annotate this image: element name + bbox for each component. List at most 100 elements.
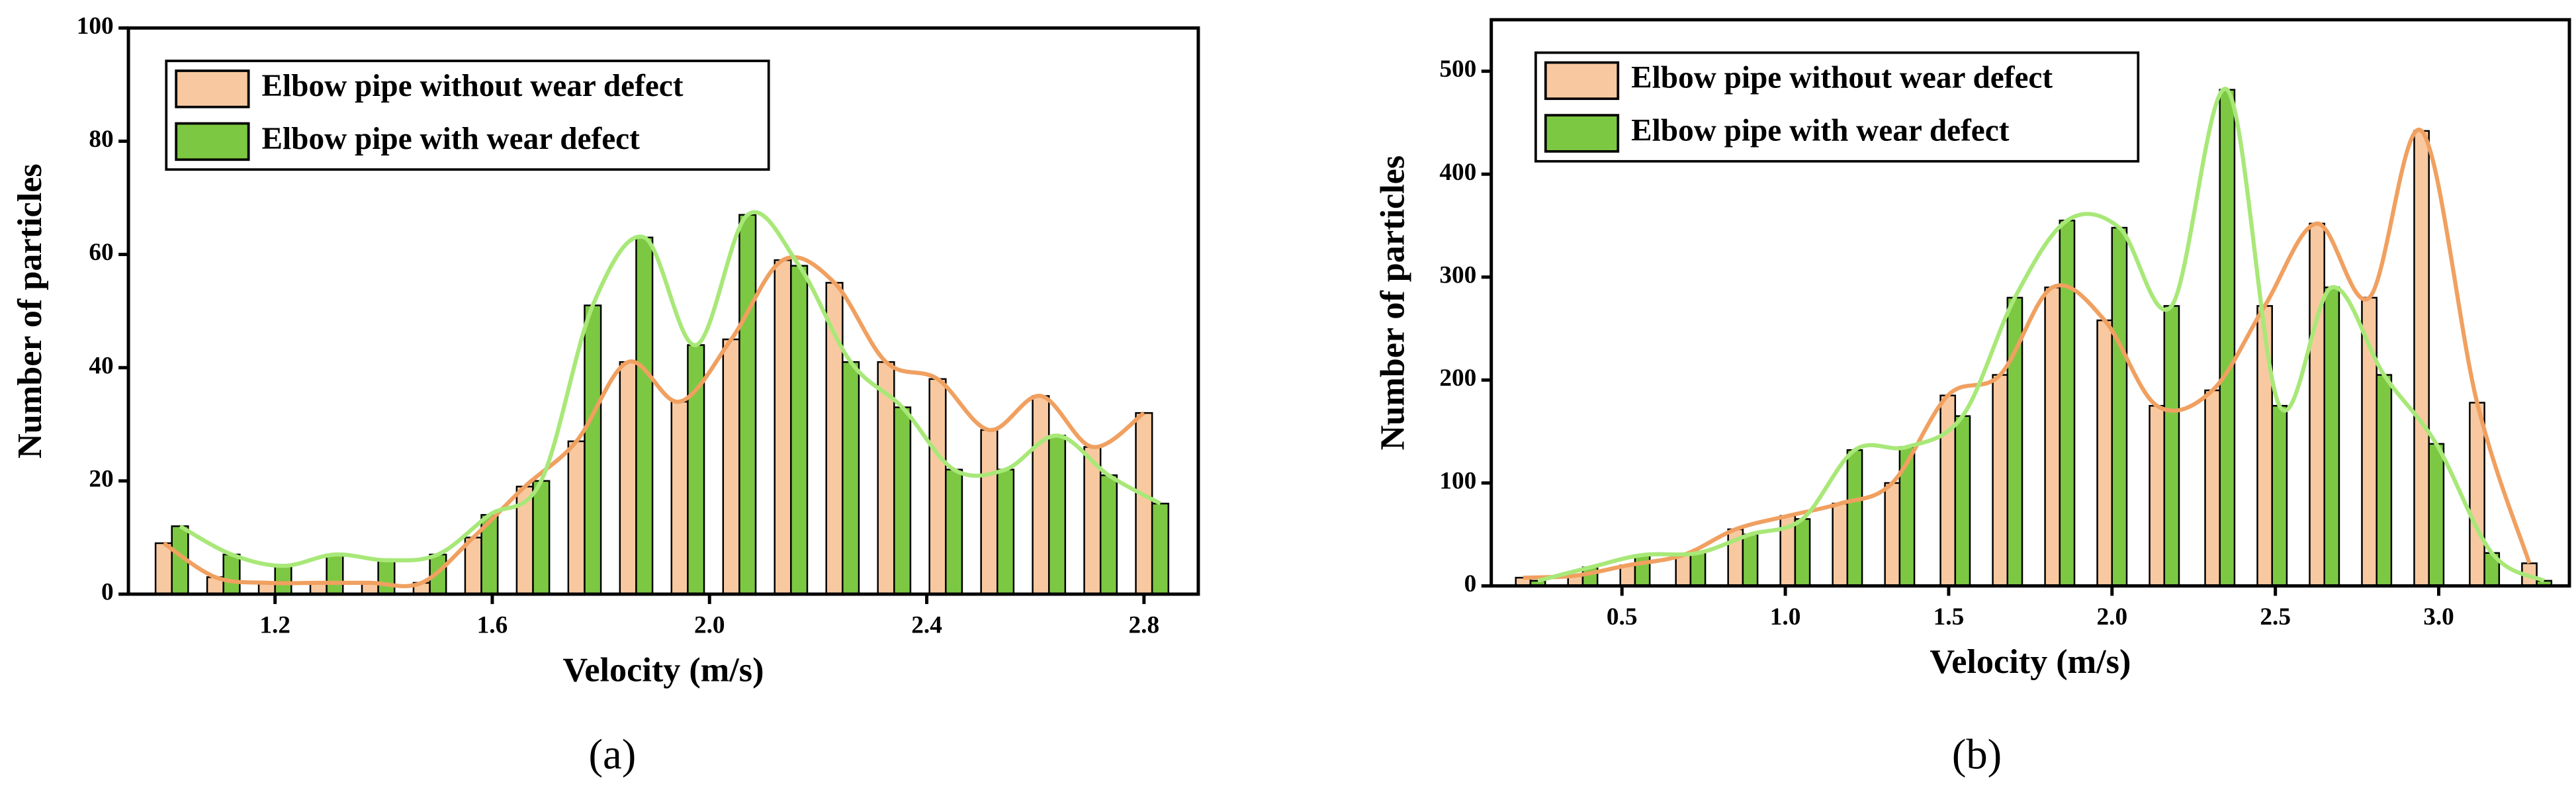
legend-box [165,60,770,171]
y-tick-label: 500 [1439,56,1476,83]
bar [893,406,912,595]
smooth-curve [1523,127,2532,580]
bar [1742,533,1759,587]
y-axis-label: Number of particles [11,163,49,459]
bar [997,468,1015,595]
bar [567,440,586,595]
x-tick-label: 1.6 [477,611,508,638]
bar [1634,554,1651,587]
bar [2469,402,2485,587]
y-tick-label: 40 [89,352,113,379]
x-tick-label: 2.0 [694,611,725,638]
bar [1689,552,1707,587]
bar [2219,89,2236,587]
bar [154,542,173,595]
legend-label: Elbow pipe without wear defect [262,69,684,103]
x-tick-label: 0.5 [1607,603,1638,631]
bar [2096,319,2113,587]
bar [619,361,637,595]
bar [2204,389,2221,587]
legend-swatch [175,69,250,109]
bar [2309,222,2325,587]
bar [738,214,757,595]
bar [1135,412,1153,595]
bar [2044,286,2061,587]
bar [274,564,292,595]
x-tick-label: 1.0 [1770,603,1801,631]
bar [2323,286,2340,587]
bar [2271,405,2288,587]
bar [1954,415,1971,587]
x-tick-label: 2.8 [1129,611,1160,638]
x-tick-label: 2.4 [911,611,942,638]
legend-label: Elbow pipe without wear defect [1631,61,2053,95]
bar [2163,305,2180,587]
bar [790,265,809,595]
bar [2256,305,2273,587]
bar [2111,226,2128,587]
bar [1047,435,1067,595]
bar [1794,518,1811,587]
legend-label: Elbow pipe with wear defect [1631,113,2010,148]
y-tick-label: 100 [77,13,114,40]
bar [377,559,396,595]
bar [928,378,947,595]
legend-box [1534,51,2140,163]
y-tick-label: 300 [1439,261,1476,288]
bar [2428,443,2445,587]
y-tick-label: 200 [1439,365,1476,392]
panel-label: (b) [1952,730,2002,778]
bar [1992,374,2009,587]
plot-frame [1489,18,2571,588]
bar [326,553,344,595]
bar [842,361,860,595]
y-axis-label: Number of particles [1373,155,1411,451]
legend-swatch [1544,114,1620,153]
bar [1939,394,1957,587]
y-tick-label: 60 [89,239,113,266]
bar [2376,374,2393,587]
bar [980,429,999,595]
bar [945,468,963,595]
bar [2149,405,2166,587]
bar [584,304,602,595]
bar [774,259,792,595]
smooth-curve [179,210,1161,568]
bar [1675,554,1692,587]
y-tick-label: 20 [89,465,113,492]
bar [1151,502,1170,595]
chart: 0 100 200 300 400 500 0.5 1.0 1.5 2.0 2.5 3.0 Veloci… [1373,18,2571,778]
smooth-curve [162,255,1145,589]
bar [2059,219,2076,587]
plot-frame [126,26,1200,596]
x-axis-label: Velocity (m/s) [1930,642,2131,681]
y-tick-label: 80 [89,126,113,153]
bar [1884,482,1901,587]
y-tick-label: 0 [101,579,114,606]
bar [464,537,482,595]
bar [222,553,241,595]
y-tick-label: 400 [1439,159,1476,186]
x-tick-label: 1.2 [259,611,290,638]
x-tick-label: 2.0 [2096,603,2127,631]
legend-swatch [1544,61,1620,101]
smooth-curve [1537,87,2546,583]
bar [1099,474,1118,595]
bar [532,480,551,595]
bar [722,338,740,595]
bar [1832,502,1849,587]
legend-label: Elbow pipe with wear defect [262,122,641,156]
bar [635,236,654,595]
x-tick-label: 2.5 [2260,603,2291,631]
bar [670,400,689,595]
x-tick-label: 1.5 [1933,603,1965,631]
panel-label: (a) [588,730,636,778]
bar [1846,449,1863,587]
bar [1032,395,1050,595]
x-axis-label: Velocity (m/s) [562,650,764,689]
x-tick-label: 3.0 [2423,603,2454,631]
y-tick-label: 100 [1439,468,1476,495]
y-tick-label: 0 [1464,570,1477,597]
chart: 0 20 40 60 80 100 1.2 1.6 2.0 2.4 2.8 Velocity (m/s… [11,13,1200,778]
